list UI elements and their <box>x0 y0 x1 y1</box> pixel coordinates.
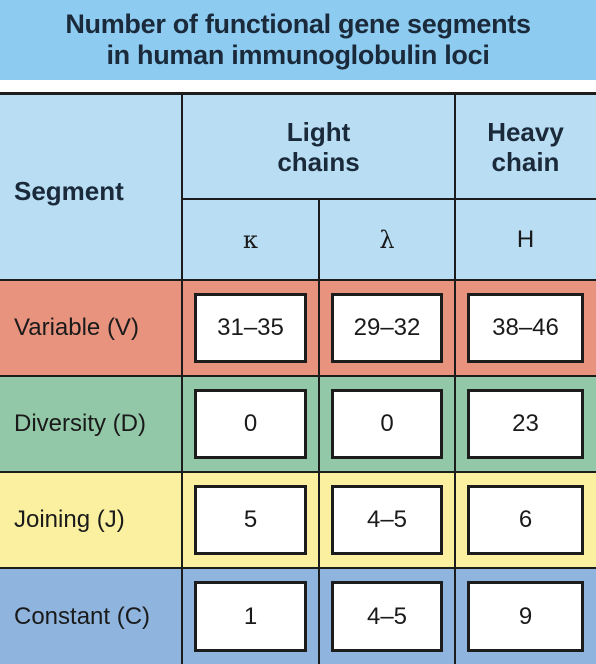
header-light-line2: chains <box>277 147 360 177</box>
row-label: Constant (C) <box>14 602 151 630</box>
header-segment: Segment <box>14 175 124 206</box>
value-cell: 0 <box>331 389 443 459</box>
row-label: Variable (V) <box>14 314 139 341</box>
row-divider-v <box>181 281 183 375</box>
row-divider-v <box>454 473 456 567</box>
row-divider-v <box>318 281 320 375</box>
value-cell: 38–46 <box>467 293 584 363</box>
header-heavy-chain: Heavy chain <box>455 95 596 199</box>
header-kappa: κ <box>243 225 258 254</box>
row-divider-h <box>0 567 596 569</box>
value-cell: 6 <box>467 485 584 555</box>
row-label: Joining (J) <box>14 506 125 533</box>
row-label: Diversity (D) <box>14 410 146 437</box>
header-light-chains: Light chains <box>182 95 455 199</box>
title-line-2: in human immunoglobulin loci <box>106 40 490 70</box>
value-cell: 9 <box>467 581 584 652</box>
row-divider-v <box>454 377 456 471</box>
row-divider-h <box>0 375 596 377</box>
value-cell: 23 <box>467 389 584 459</box>
header-heavy-line2: chain <box>491 147 560 177</box>
row-divider-h <box>0 471 596 473</box>
data-table: Segment Light chains Heavy chain κ λ H V… <box>0 92 596 664</box>
title-line-1: Number of functional gene segments <box>65 9 531 39</box>
header-light-line1: Light <box>286 117 351 147</box>
row-divider-v <box>318 569 320 664</box>
row-divider-v <box>318 473 320 567</box>
header-divider-v2 <box>454 95 456 280</box>
header-h: H <box>516 225 535 253</box>
value-cell: 5 <box>194 485 307 555</box>
table-title: Number of functional gene segments in hu… <box>0 0 596 80</box>
row-divider-v <box>181 377 183 471</box>
row-divider-v <box>181 473 183 567</box>
row-divider-v <box>454 281 456 375</box>
header-heavy-line1: Heavy <box>487 117 564 147</box>
title-gap <box>0 80 596 92</box>
value-cell: 31–35 <box>194 293 307 363</box>
header-lambda: λ <box>379 225 395 254</box>
value-cell: 0 <box>194 389 307 459</box>
row-divider-v <box>318 377 320 471</box>
header-background <box>0 95 596 280</box>
header-divider-h1 <box>182 198 596 200</box>
row-divider-v <box>181 569 183 664</box>
value-cell: 1 <box>194 581 307 652</box>
header-divider-v1 <box>181 95 183 280</box>
value-cell: 4–5 <box>331 581 443 652</box>
value-cell: 4–5 <box>331 485 443 555</box>
value-cell: 29–32 <box>331 293 443 363</box>
header-divider-v3 <box>318 199 320 280</box>
row-divider-v <box>454 569 456 664</box>
header-divider-h2 <box>0 279 596 281</box>
